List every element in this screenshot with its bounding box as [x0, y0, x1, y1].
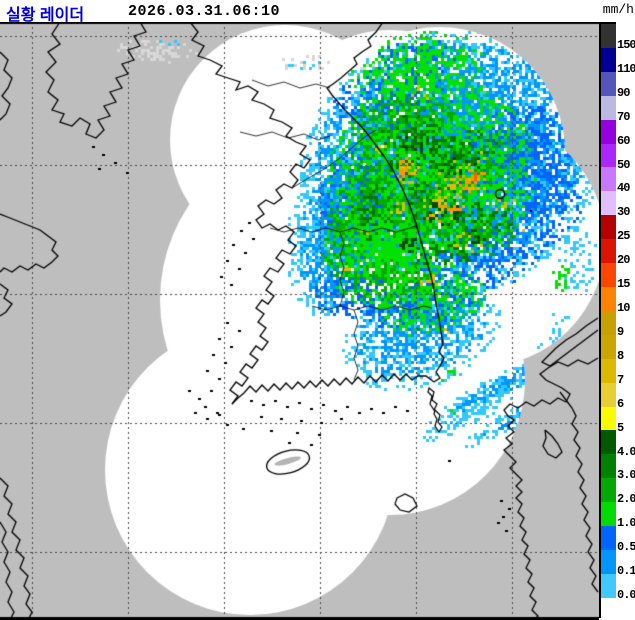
observation-datetime: 2026.03.31.06:10	[128, 3, 281, 20]
legend-tick-label: 15	[617, 277, 630, 292]
legend-tick-label: 70	[617, 109, 630, 124]
legend-tick-label: 9	[617, 324, 624, 339]
legend-color-segment	[601, 143, 616, 168]
legend-color-segment	[601, 597, 616, 620]
header-bar: 실황 레이더 2026.03.31.06:10 mm/h	[0, 0, 635, 24]
legend-tick-label: 1.0	[617, 516, 635, 531]
legend-tick-label: 30	[617, 205, 630, 220]
legend-color-segment	[601, 263, 616, 287]
radar-map	[0, 22, 599, 620]
legend-tick-label: 110	[617, 61, 635, 76]
legend-tick-label: 0.5	[617, 540, 635, 555]
legend-color-segment	[601, 526, 616, 550]
legend-color-segment	[601, 502, 616, 527]
legend-color-segment	[601, 239, 616, 264]
legend-color-segment	[601, 191, 616, 216]
legend-tick-label: 6	[617, 396, 624, 411]
legend-tick-label: 4.0	[617, 444, 635, 459]
legend-color-segment	[601, 286, 616, 311]
legend-tick-label: 0.1	[617, 564, 635, 579]
legend-color-segment	[601, 382, 616, 407]
legend-panel: 150 110 90 70 60 50 40 30 25 20 15 10 9 8 7 6 5 4.0 3.0 2.0…	[599, 22, 635, 620]
legend-tick-label: 50	[617, 157, 630, 172]
legend-tick-label: 20	[617, 253, 630, 268]
legend-tick-label: 25	[617, 229, 630, 244]
legend-color-segment	[601, 573, 616, 598]
legend-color-segment	[601, 95, 616, 120]
legend-color-segment	[601, 24, 616, 48]
legend-color-segment	[601, 454, 616, 479]
page-title: 실황 레이더	[6, 7, 85, 24]
legend-color-segment	[601, 47, 616, 72]
legend-color-segment	[601, 71, 616, 96]
legend-unit-label: mm/h	[602, 2, 634, 17]
legend-tick-label: 10	[617, 301, 630, 316]
legend-color-bar	[599, 22, 616, 620]
legend-tick-label: 40	[617, 181, 630, 196]
legend-tick-label: 2.0	[617, 492, 635, 507]
legend-tick-label: 7	[617, 372, 624, 387]
legend-tick-label: 60	[617, 133, 630, 148]
legend-tick-label: 5	[617, 420, 624, 435]
legend-color-segment	[601, 310, 616, 335]
legend-color-segment	[601, 167, 616, 192]
legend-color-segment	[601, 430, 616, 455]
legend-color-segment	[601, 215, 616, 240]
legend-color-segment	[601, 119, 616, 144]
legend-color-segment	[601, 549, 616, 574]
legend-color-segment	[601, 406, 616, 431]
legend-color-segment	[601, 478, 616, 503]
legend-tick-label: 90	[617, 85, 630, 100]
legend-color-segment	[601, 358, 616, 383]
legend-tick-label: 0.0	[617, 588, 635, 603]
legend-tick-label: 3.0	[617, 468, 635, 483]
legend-tick-label: 8	[617, 348, 624, 363]
legend-color-segment	[601, 334, 616, 359]
legend-tick-label: 150	[617, 37, 635, 52]
